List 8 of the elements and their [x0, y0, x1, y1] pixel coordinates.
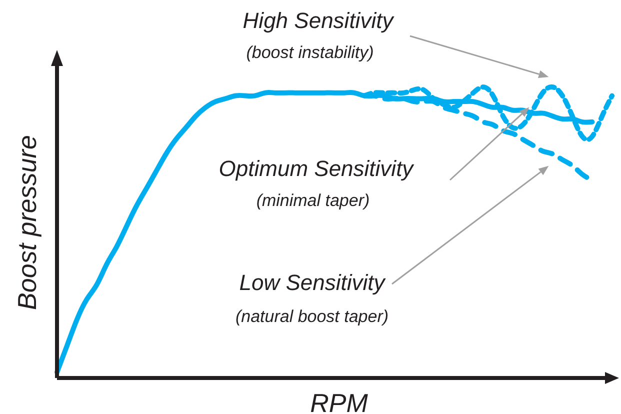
text: Low Sensitivity [239, 270, 387, 295]
y-axis-title: Boost pressure [12, 135, 42, 310]
text: High Sensitivity [242, 8, 396, 33]
annotation: (natural boost taper) [235, 307, 389, 326]
annotation: (minimal taper) [256, 191, 370, 210]
series-label: Optimum Sensitivity [218, 156, 416, 181]
x-axis-title: RPM [310, 388, 368, 414]
text: (boost instability) [246, 43, 374, 62]
